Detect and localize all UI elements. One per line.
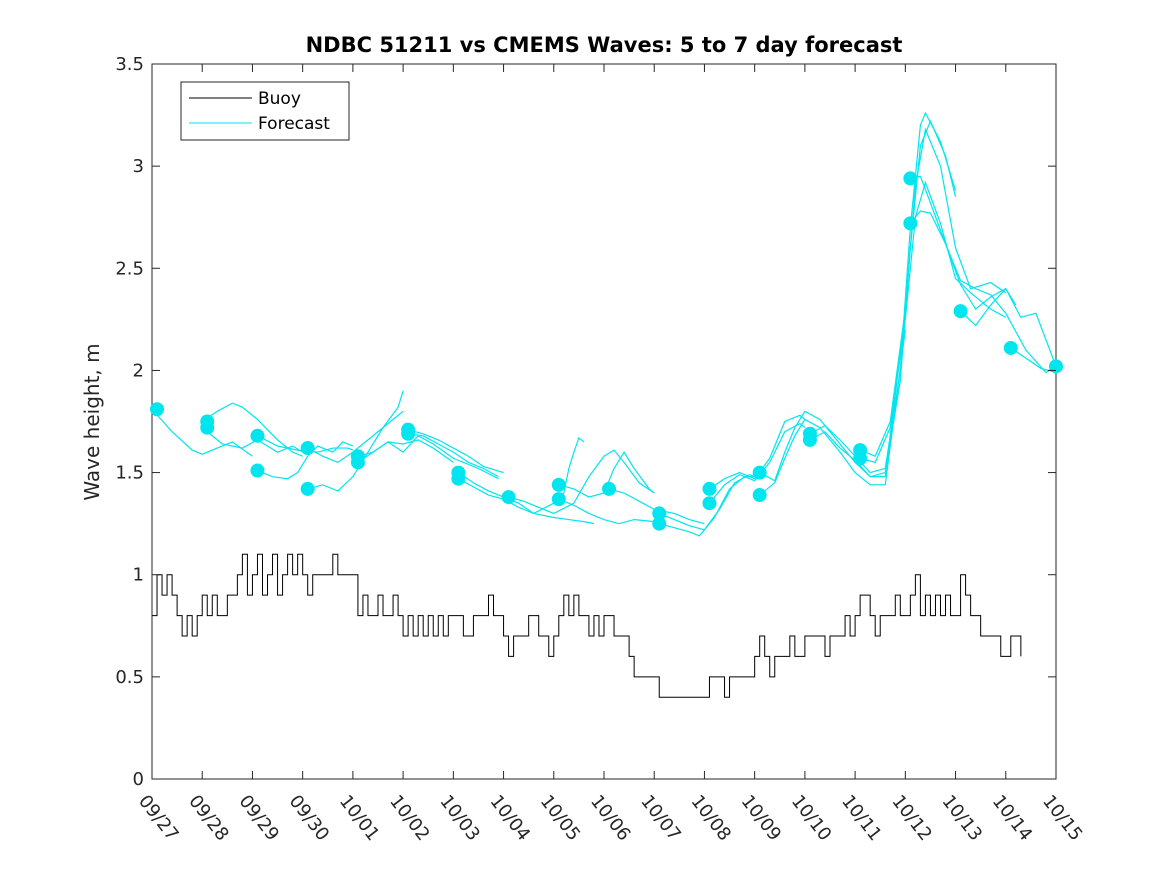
- x-tick-label: 10/06: [586, 791, 634, 845]
- forecast-marker: [953, 304, 968, 319]
- forecast-marker: [350, 455, 365, 470]
- x-tick-label: 09/28: [184, 791, 232, 845]
- forecast-series-line: [809, 119, 957, 478]
- x-tick-label: 10/04: [486, 791, 534, 845]
- forecast-series-line: [257, 435, 354, 453]
- x-tick-label: 09/29: [235, 791, 283, 845]
- forecast-marker: [300, 441, 315, 456]
- y-axis-label: Wave height, m: [80, 343, 104, 500]
- x-tick-label: 10/13: [938, 791, 986, 845]
- buoy-series-line: [152, 553, 1022, 698]
- forecast-series-line: [458, 436, 585, 515]
- forecast-marker: [200, 420, 215, 435]
- x-tick-label: 10/09: [737, 791, 785, 845]
- plot-area: [150, 63, 1063, 780]
- forecast-series-line: [910, 175, 1017, 311]
- forecast-series-line: [859, 180, 1007, 464]
- x-tick-label: 10/11: [837, 791, 885, 845]
- forecast-marker: [752, 488, 767, 503]
- x-tick-label: 10/14: [988, 791, 1036, 845]
- x-tick-label: 09/30: [285, 791, 333, 845]
- forecast-marker: [300, 481, 315, 496]
- forecast-marker: [652, 516, 667, 531]
- forecast-series-line: [508, 449, 655, 515]
- chart-title: NDBC 51211 vs CMEMS Waves: 5 to 7 day fo…: [306, 33, 903, 57]
- forecast-series-line: [458, 478, 595, 525]
- y-tick-label: 0.5: [115, 667, 144, 688]
- x-tick-label: 10/15: [1038, 791, 1086, 845]
- forecast-marker: [602, 481, 617, 496]
- forecast-marker: [250, 428, 265, 443]
- y-axis: 0 0.5 1 1.5 2 2.5 3 3.5: [115, 54, 1056, 790]
- x-tick-label: 10/02: [385, 791, 433, 845]
- forecast-marker: [551, 492, 566, 507]
- legend-label-forecast: Forecast: [258, 114, 330, 134]
- forecast-series-line: [809, 111, 957, 474]
- forecast-marker: [903, 216, 918, 231]
- y-tick-label: 0: [133, 769, 144, 790]
- y-tick-label: 3: [133, 156, 144, 177]
- x-tick-label: 10/07: [636, 791, 684, 845]
- forecast-series-line: [201, 402, 303, 457]
- forecast-marker: [802, 432, 817, 447]
- forecast-series-line: [257, 441, 354, 480]
- forecast-marker: [150, 402, 165, 417]
- forecast-series-line: [558, 498, 655, 525]
- forecast-marker: [1049, 359, 1063, 374]
- forecast-series-line: [659, 476, 755, 537]
- legend: Buoy Forecast: [180, 81, 350, 141]
- y-tick-label: 2.5: [115, 258, 144, 279]
- forecast-series-line: [407, 429, 504, 474]
- forecast-series-line: [859, 127, 1007, 458]
- forecast-marker: [1003, 340, 1018, 355]
- legend-box: [180, 81, 350, 141]
- x-tick-label: 10/05: [536, 791, 584, 845]
- x-tick-label: 10/01: [335, 791, 383, 845]
- forecast-marker: [702, 481, 717, 496]
- x-tick-label: 10/03: [435, 791, 483, 845]
- forecast-marker: [903, 171, 918, 186]
- forecast-marker: [401, 426, 416, 441]
- y-tick-label: 1.5: [115, 463, 144, 484]
- forecast-series-line: [909, 210, 1057, 374]
- forecast-series-line: [151, 408, 253, 457]
- axes-box: [151, 63, 1057, 780]
- y-tick-label: 1: [133, 565, 144, 586]
- legend-label-buoy: Buoy: [258, 89, 301, 109]
- forecast-series-line: [408, 433, 499, 478]
- forecast-marker: [501, 490, 516, 505]
- y-tick-label: 3.5: [115, 54, 144, 75]
- forecast-marker: [702, 496, 717, 511]
- x-tick-label: 10/08: [687, 791, 735, 845]
- forecast-marker: [551, 477, 566, 492]
- forecast-series-line: [558, 450, 655, 498]
- forecast-marker: [451, 471, 466, 486]
- forecast-series-line: [960, 287, 1057, 367]
- x-tick-label: 10/12: [887, 791, 935, 845]
- x-tick-label: 10/10: [787, 791, 835, 845]
- forecast-series-line: [759, 313, 906, 482]
- forecast-series-line: [357, 435, 499, 480]
- forecast-marker: [853, 451, 868, 466]
- forecast-marker: [752, 465, 767, 480]
- x-tick-label: 09/27: [134, 791, 182, 845]
- forecast-marker: [250, 463, 265, 478]
- y-tick-label: 2: [133, 360, 144, 381]
